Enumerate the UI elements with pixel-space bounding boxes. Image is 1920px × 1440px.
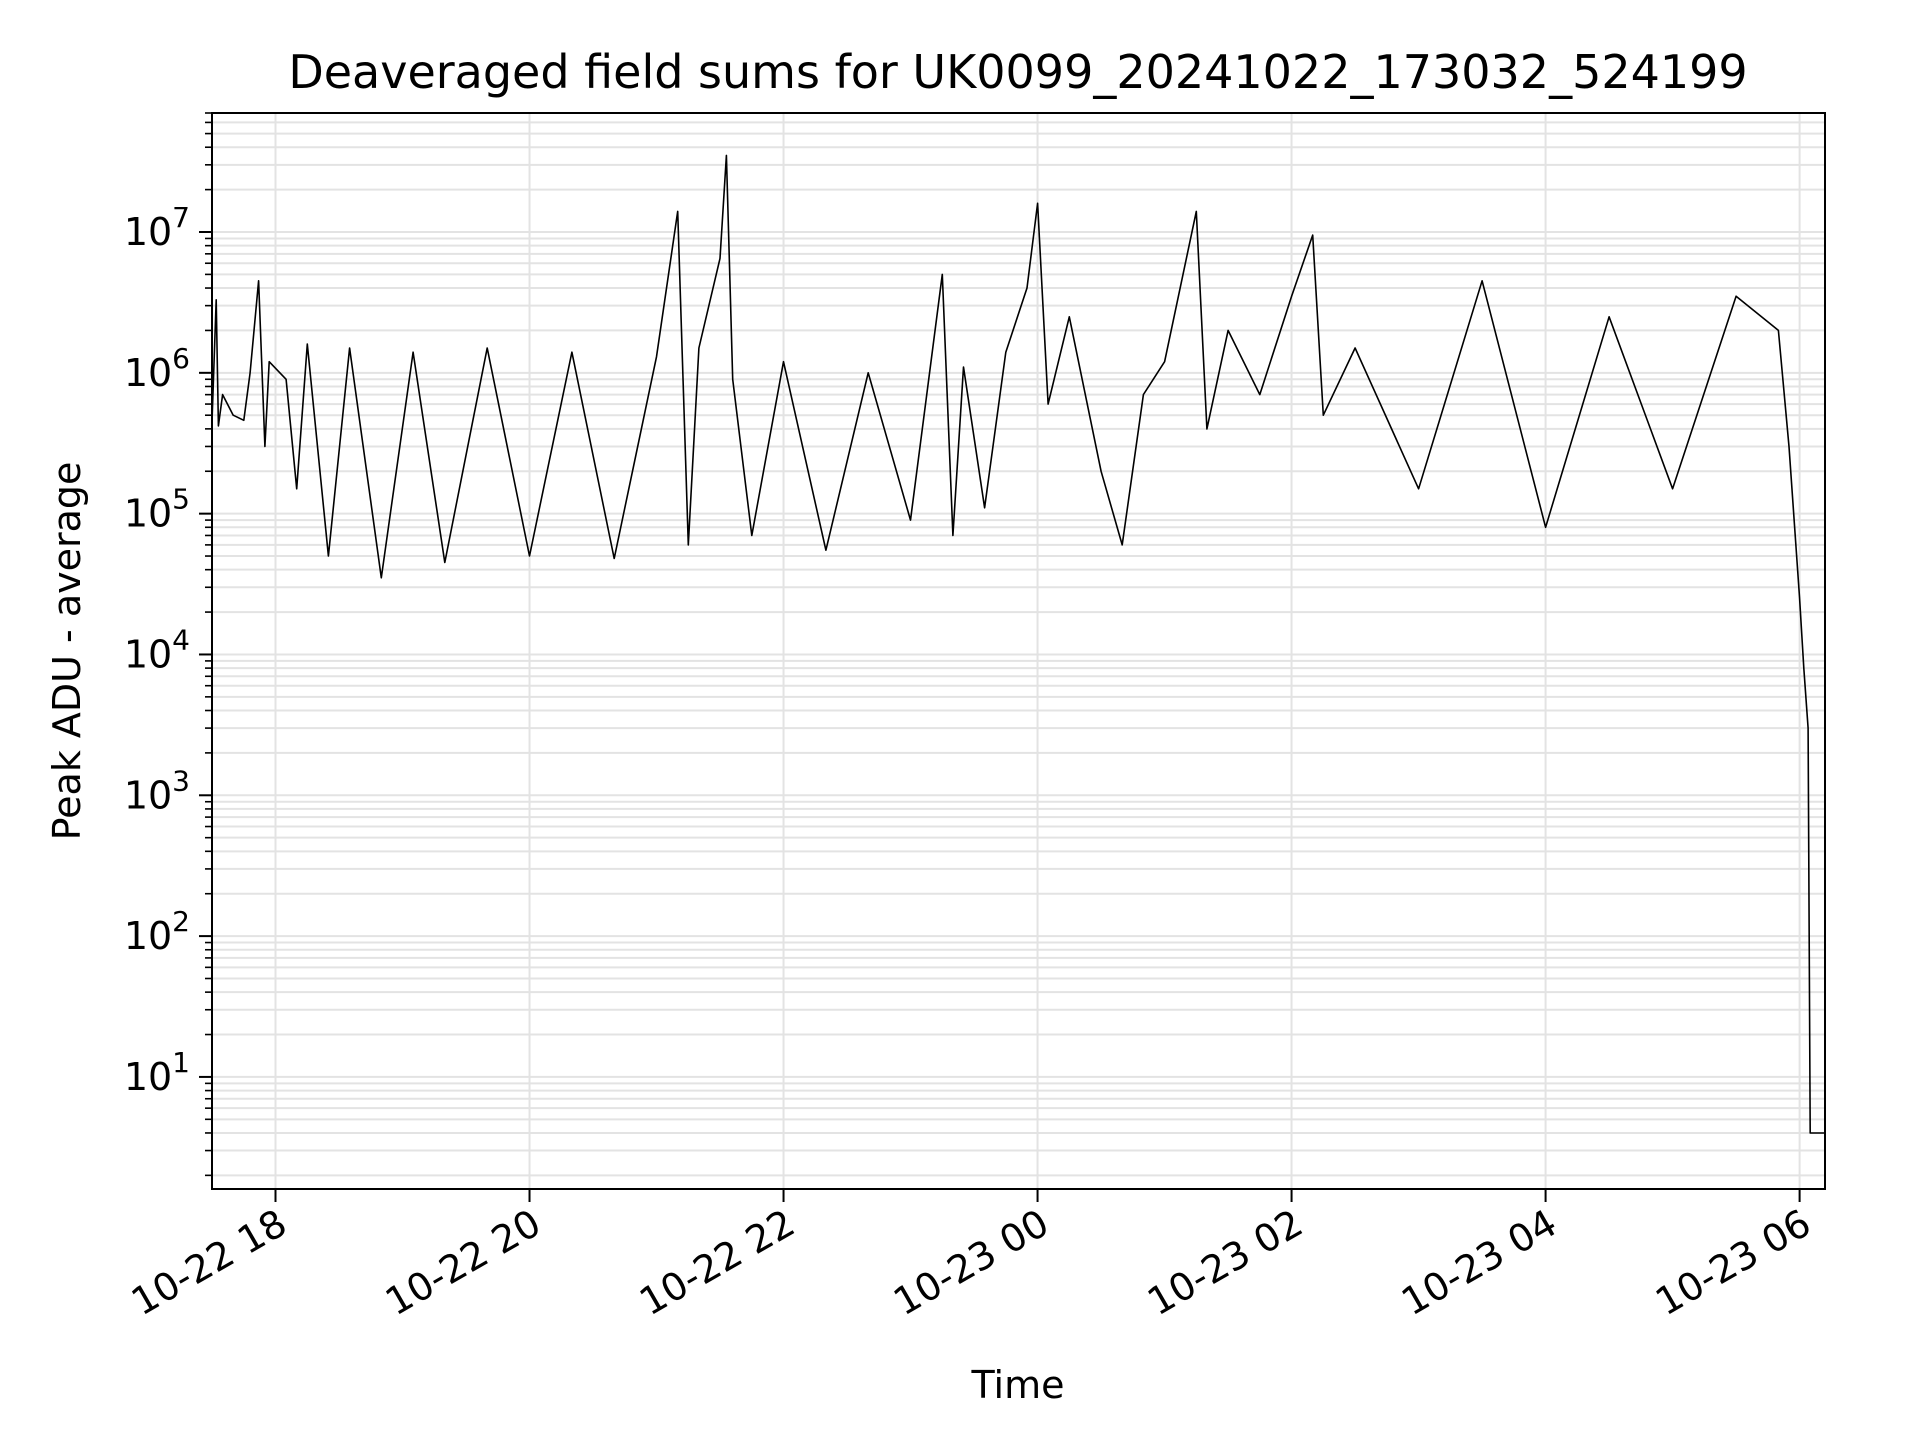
y-tick-base: 10 [124,1055,172,1099]
y-tick-label: 106 [124,342,190,395]
y-tick-exponent: 6 [172,342,190,375]
grid [212,112,1825,1189]
y-tick-exponent: 2 [172,905,190,938]
x-axis-label: Time [971,1363,1065,1407]
y-tick-base: 10 [124,210,172,254]
y-tick-exponent: 1 [172,1046,190,1079]
series-layer [211,154,1825,1134]
y-tick-base: 10 [124,773,172,817]
series-line-0 [211,154,1825,1134]
y-tick-base: 10 [124,492,172,536]
y-tick-label: 107 [124,201,190,254]
y-axis-label: Peak ADU - average [45,462,89,841]
chart-title: Deaveraged field sums for UK0099_2024102… [288,45,1747,99]
y-tick-label: 103 [124,764,190,817]
y-tick-base: 10 [124,632,172,676]
y-tick-label: 101 [124,1046,190,1099]
y-tick-base: 10 [124,351,172,395]
plot-frame [211,112,1826,1190]
y-tick-label: 104 [124,623,190,676]
y-tick-base: 10 [124,914,172,958]
y-tick-exponent: 5 [172,483,190,516]
y-tick-exponent: 7 [172,201,190,234]
y-tick-label: 102 [124,905,190,958]
y-tick-exponent: 3 [172,764,190,797]
y-tick-exponent: 4 [172,623,190,656]
y-tick-label: 105 [124,483,190,536]
